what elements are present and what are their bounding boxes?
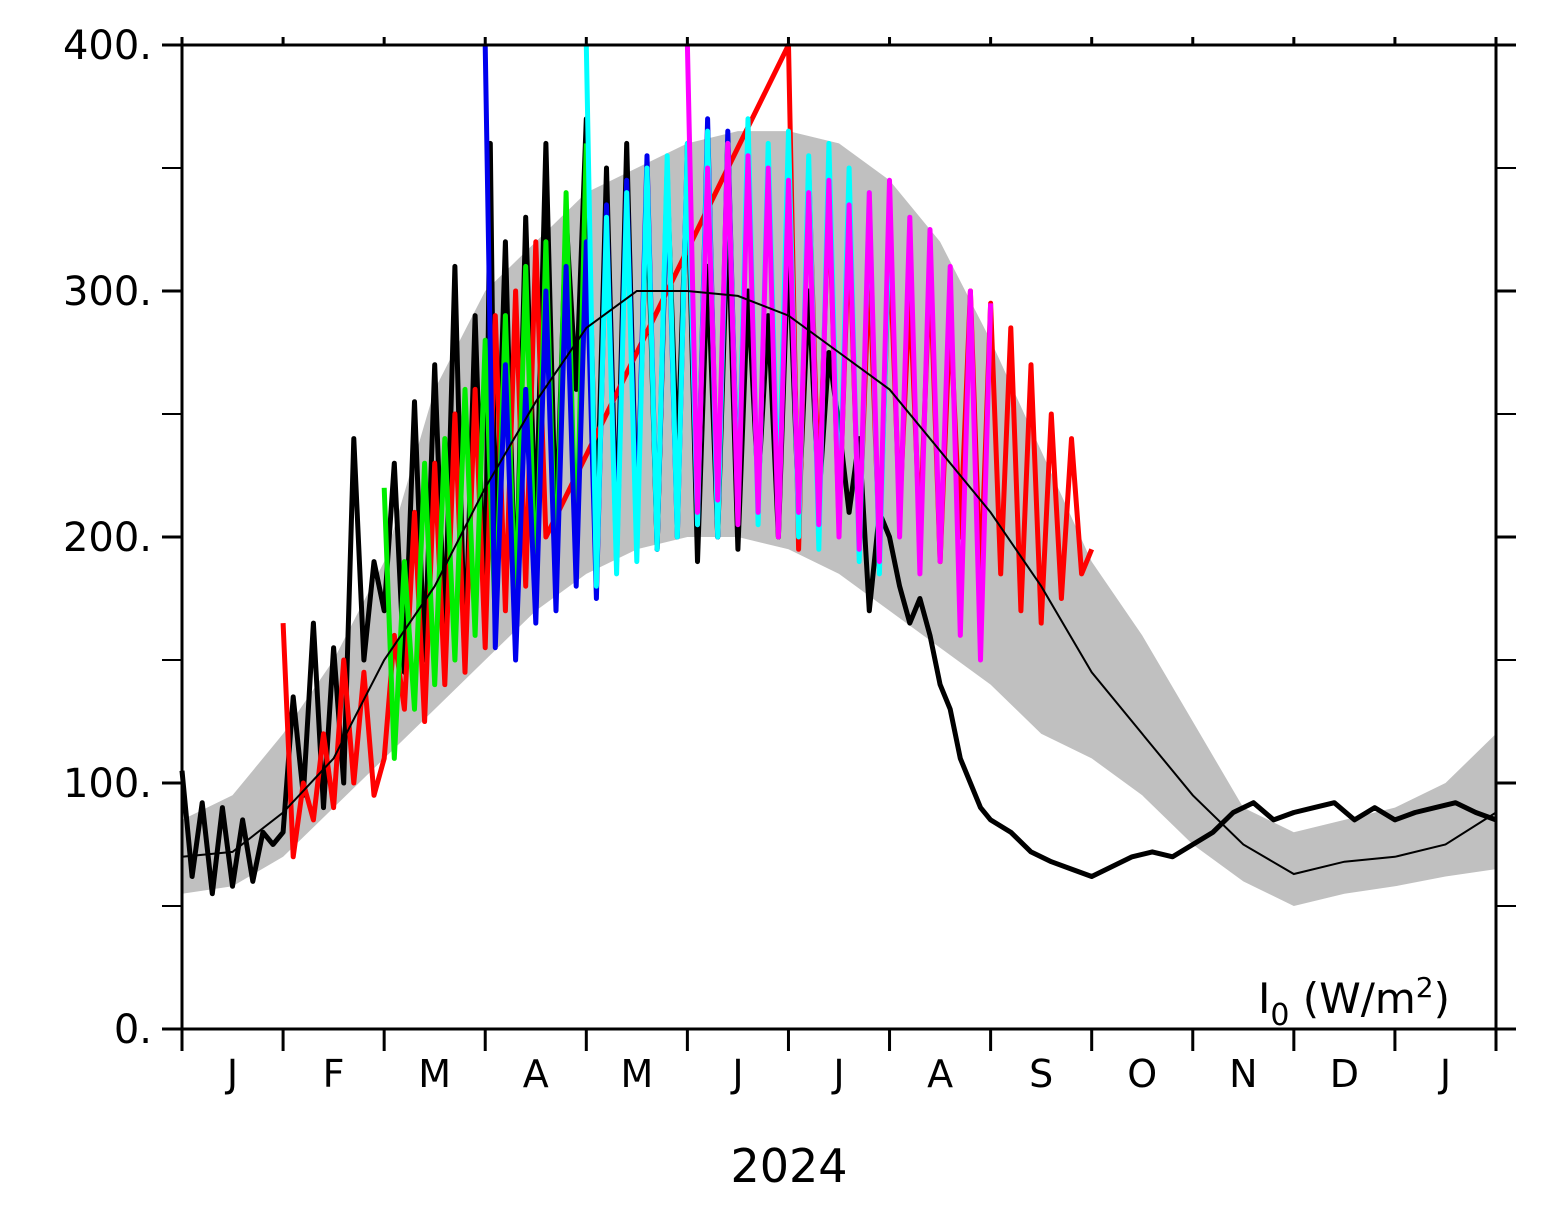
x-tick-label-1: F <box>323 1052 345 1096</box>
x-tick-label-12: J <box>1438 1052 1451 1096</box>
x-tick-label-5: J <box>730 1052 743 1096</box>
x-tick-label-7: A <box>927 1052 953 1096</box>
x-tick-label-0: J <box>225 1052 238 1096</box>
y-tick-label-3: 300. <box>63 269 152 315</box>
annotation-units-open: (W/m <box>1289 974 1415 1023</box>
annotation-units-sup: 2 <box>1416 971 1434 1004</box>
x-tick-label-6: J <box>831 1052 844 1096</box>
x-tick-label-9: O <box>1127 1052 1157 1096</box>
y-tick-label-1: 100. <box>63 761 152 807</box>
x-tick-label-10: N <box>1229 1052 1257 1096</box>
x-tick-label-8: S <box>1029 1052 1053 1096</box>
climatology-mean-layer <box>181 290 1497 876</box>
labels-layer: 0. 100. 200. 300. 400. J F M A M J J A S O N D J <box>63 23 1451 1096</box>
annotation-units-close: ) <box>1434 974 1450 1023</box>
climatology-mean-line <box>181 290 1497 876</box>
x-axis-label: 2024 <box>730 1139 847 1193</box>
y-tick-label-2: 200. <box>63 515 152 561</box>
annotation-sub: 0 <box>1270 998 1289 1033</box>
x-tick-label-4: M <box>620 1052 653 1096</box>
axes-layer <box>162 37 1516 1051</box>
x-tick-label-3: A <box>523 1052 549 1096</box>
annotation-label: I0 (W/m2) <box>1258 971 1450 1033</box>
annotation-main: I <box>1258 974 1270 1023</box>
series-line-0 <box>179 116 1497 897</box>
y-tick-label-4: 400. <box>63 23 152 69</box>
y-tick-label-0: 0. <box>114 1007 152 1053</box>
x-tick-label-11: D <box>1330 1052 1359 1096</box>
series-layer <box>179 42 1497 897</box>
x-tick-label-2: M <box>418 1052 451 1096</box>
series-line-5 <box>684 44 994 663</box>
